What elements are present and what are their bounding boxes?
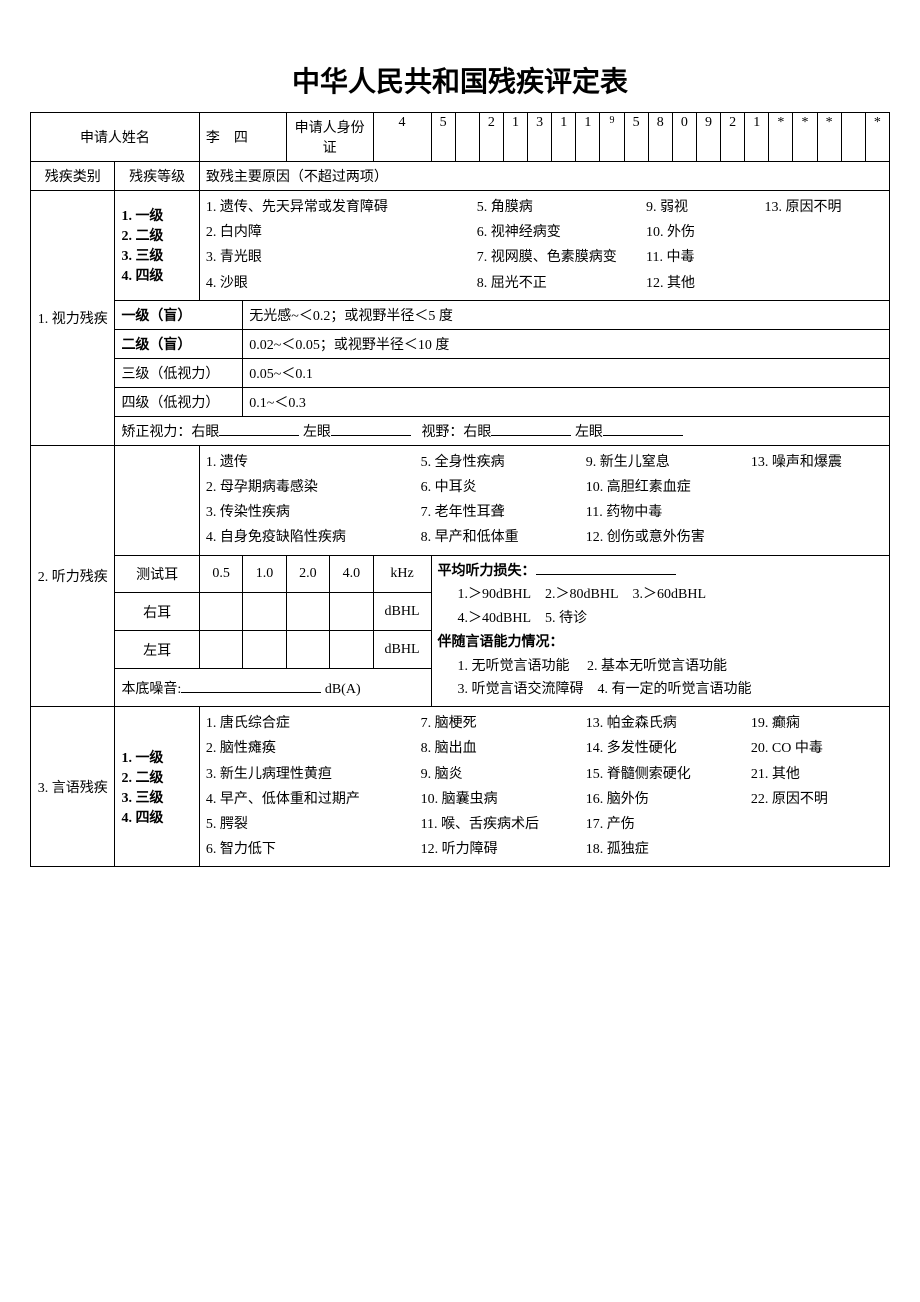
value-cell: [286, 593, 329, 631]
freq-cell: 0.5: [199, 555, 242, 593]
value-cell: [286, 631, 329, 669]
value-cell: [243, 593, 286, 631]
unit-dbhl: dBHL: [373, 593, 431, 631]
criteria-label: 三级（低视力）: [115, 358, 243, 387]
causes-header: 致残主要原因（不超过两项）: [199, 162, 889, 191]
criteria-desc: 0.05~＜0.1: [243, 358, 890, 387]
assessment-table: 申请人姓名 李 四 申请人身份证 4 5 2 1 3 1 1 9 5 8 0 9…: [30, 112, 890, 867]
name-label: 申请人姓名: [31, 113, 200, 162]
hearing-right-panel: 平均听力损失： 1.＞90dBHL 2.＞80dBHL 3.＞60dBHL 4.…: [431, 555, 889, 707]
speech-category: 3. 言语残疾: [31, 707, 115, 867]
test-ear-label: 测试耳: [115, 555, 199, 593]
criteria-label: 四级（低视力）: [115, 387, 243, 416]
hearing-causes: 1. 遗传 5. 全身性疾病 9. 新生儿窒息 13. 噪声和爆震 2. 母孕期…: [199, 445, 889, 555]
id-digit: 5: [624, 113, 648, 162]
right-ear-label: 右耳: [115, 593, 199, 631]
vision-criteria-3: 三级（低视力） 0.05~＜0.1: [31, 358, 890, 387]
unit-dbhl: dBHL: [373, 631, 431, 669]
vision-criteria-4: 四级（低视力） 0.1~＜0.3: [31, 387, 890, 416]
id-digit: 4: [373, 113, 431, 162]
value-cell: [199, 593, 242, 631]
freq-cell: 4.0: [330, 555, 373, 593]
vision-causes: 1. 遗传、先天异常或发育障碍 5. 角膜病 9. 弱视 13. 原因不明 2.…: [199, 191, 889, 301]
id-digit: [841, 113, 865, 162]
id-digit: 9: [696, 113, 720, 162]
page-title: 中华人民共和国残疾评定表: [30, 60, 890, 100]
name-value: 李 四: [199, 113, 286, 162]
level-header: 残疾等级: [115, 162, 199, 191]
id-label: 申请人身份证: [286, 113, 373, 162]
applicant-row: 申请人姓名 李 四 申请人身份证 4 5 2 1 3 1 1 9 5 8 0 9…: [31, 113, 890, 162]
speech-row: 3. 言语残疾 1. 一级 2. 二级 3. 三级 4. 四级 1. 唐氏综合症…: [31, 707, 890, 867]
header-row: 残疾类别 残疾等级 致残主要原因（不超过两项）: [31, 162, 890, 191]
value-cell: [243, 631, 286, 669]
id-digit: 1: [552, 113, 576, 162]
unit-khz: kHz: [373, 555, 431, 593]
criteria-desc: 0.02~＜0.05；或视野半径＜10 度: [243, 329, 890, 358]
id-digit: 9: [600, 113, 624, 162]
value-cell: [330, 631, 373, 669]
criteria-label: 二级（盲）: [115, 329, 243, 358]
id-digit: *: [769, 113, 793, 162]
id-digit: *: [817, 113, 841, 162]
hearing-category: 2. 听力残疾: [31, 445, 115, 707]
value-cell: [330, 593, 373, 631]
vision-criteria-2: 二级（盲） 0.02~＜0.05；或视野半径＜10 度: [31, 329, 890, 358]
id-digit: [455, 113, 479, 162]
vision-category: 1. 视力残疾: [31, 191, 115, 446]
id-digit: 1: [576, 113, 600, 162]
vision-correction: 矫正视力：右眼 左眼 视野：右眼 左眼: [31, 416, 890, 445]
hearing-row: 2. 听力残疾 1. 遗传 5. 全身性疾病 9. 新生儿窒息 13. 噪声和爆…: [31, 445, 890, 555]
vision-row: 1. 视力残疾 1. 一级 2. 二级 3. 三级 4. 四级 1. 遗传、先天…: [31, 191, 890, 301]
id-digit: 1: [503, 113, 527, 162]
freq-cell: 2.0: [286, 555, 329, 593]
id-digit: 5: [431, 113, 455, 162]
id-digit: 3: [528, 113, 552, 162]
speech-causes: 1. 唐氏综合症 7. 脑梗死 13. 帕金森氏病 19. 癫痫 2. 脑性瘫痪…: [199, 707, 889, 867]
category-header: 残疾类别: [31, 162, 115, 191]
id-digit: 1: [745, 113, 769, 162]
left-ear-label: 左耳: [115, 631, 199, 669]
criteria-desc: 0.1~＜0.3: [243, 387, 890, 416]
vision-criteria-1: 一级（盲） 无光感~＜0.2；或视野半径＜5 度: [31, 300, 890, 329]
id-digit: 2: [479, 113, 503, 162]
criteria-label: 一级（盲）: [115, 300, 243, 329]
hearing-levels: [115, 445, 199, 555]
criteria-desc: 无光感~＜0.2；或视野半径＜5 度: [243, 300, 890, 329]
id-digit: 8: [648, 113, 672, 162]
hearing-test-header: 测试耳 0.5 1.0 2.0 4.0 kHz 平均听力损失： 1.＞90dBH…: [31, 555, 890, 593]
correction-line: 矫正视力：右眼 左眼 视野：右眼 左眼: [115, 416, 890, 445]
vision-levels: 1. 一级 2. 二级 3. 三级 4. 四级: [115, 191, 199, 301]
noise-line: 本底噪音: dB(A): [115, 669, 431, 707]
freq-cell: 1.0: [243, 555, 286, 593]
id-digit: *: [793, 113, 817, 162]
speech-levels: 1. 一级 2. 二级 3. 三级 4. 四级: [115, 707, 199, 867]
id-digit: *: [865, 113, 889, 162]
value-cell: [199, 631, 242, 669]
id-digit: 0: [672, 113, 696, 162]
id-digit: 2: [721, 113, 745, 162]
